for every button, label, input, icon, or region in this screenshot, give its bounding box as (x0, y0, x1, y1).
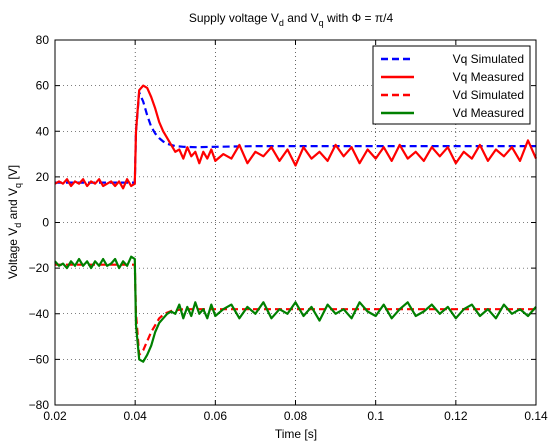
legend-label-vq-measured: Vq Measured (453, 70, 524, 84)
y-tick-label: 40 (36, 124, 50, 138)
y-tick-label: 80 (36, 33, 50, 47)
x-tick-label: 0.04 (123, 409, 147, 423)
y-tick-label: −40 (29, 307, 50, 321)
x-tick-label: 0.14 (524, 409, 548, 423)
legend-label-vd-measured: Vd Measured (453, 106, 524, 120)
y-tick-label: −80 (29, 398, 50, 412)
y-tick-label: 20 (36, 170, 50, 184)
series-layer (54, 84, 538, 363)
series-line-vq-measured (54, 84, 538, 190)
legend-label-vq-simulated: Vq Simulated (453, 52, 524, 66)
grid (55, 40, 536, 405)
legend-box (372, 45, 531, 125)
x-tick-label: 0.08 (284, 409, 308, 423)
legend: Vq Simulated Vq Measured Vd Simulated Vd Me… (372, 45, 531, 125)
x-tick-label: 0.02 (43, 409, 67, 423)
y-tick-label: 60 (36, 79, 50, 93)
x-tick-label: 0.12 (444, 409, 468, 423)
chart-title: Supply voltage Vd and Vq with Φ = π/4 (189, 11, 394, 28)
y-tick-label: −20 (29, 261, 50, 275)
legend-label-vd-simulated: Vd Simulated (453, 88, 524, 102)
series-line-vd-measured (54, 255, 537, 363)
x-axis-label: Time [s] (275, 427, 317, 441)
y-tick-label: 0 (42, 216, 49, 230)
y-axis-label: Voltage Vd and Vq [V] (6, 165, 23, 279)
ticks: 0.02 0.04 0.06 0.08 0.1 0.12 0.14 −80 −60 −40 −20 0… (29, 33, 548, 423)
x-tick-label: 0.06 (204, 409, 228, 423)
x-tick-label: 0.1 (367, 409, 384, 423)
y-tick-label: −60 (29, 352, 50, 366)
